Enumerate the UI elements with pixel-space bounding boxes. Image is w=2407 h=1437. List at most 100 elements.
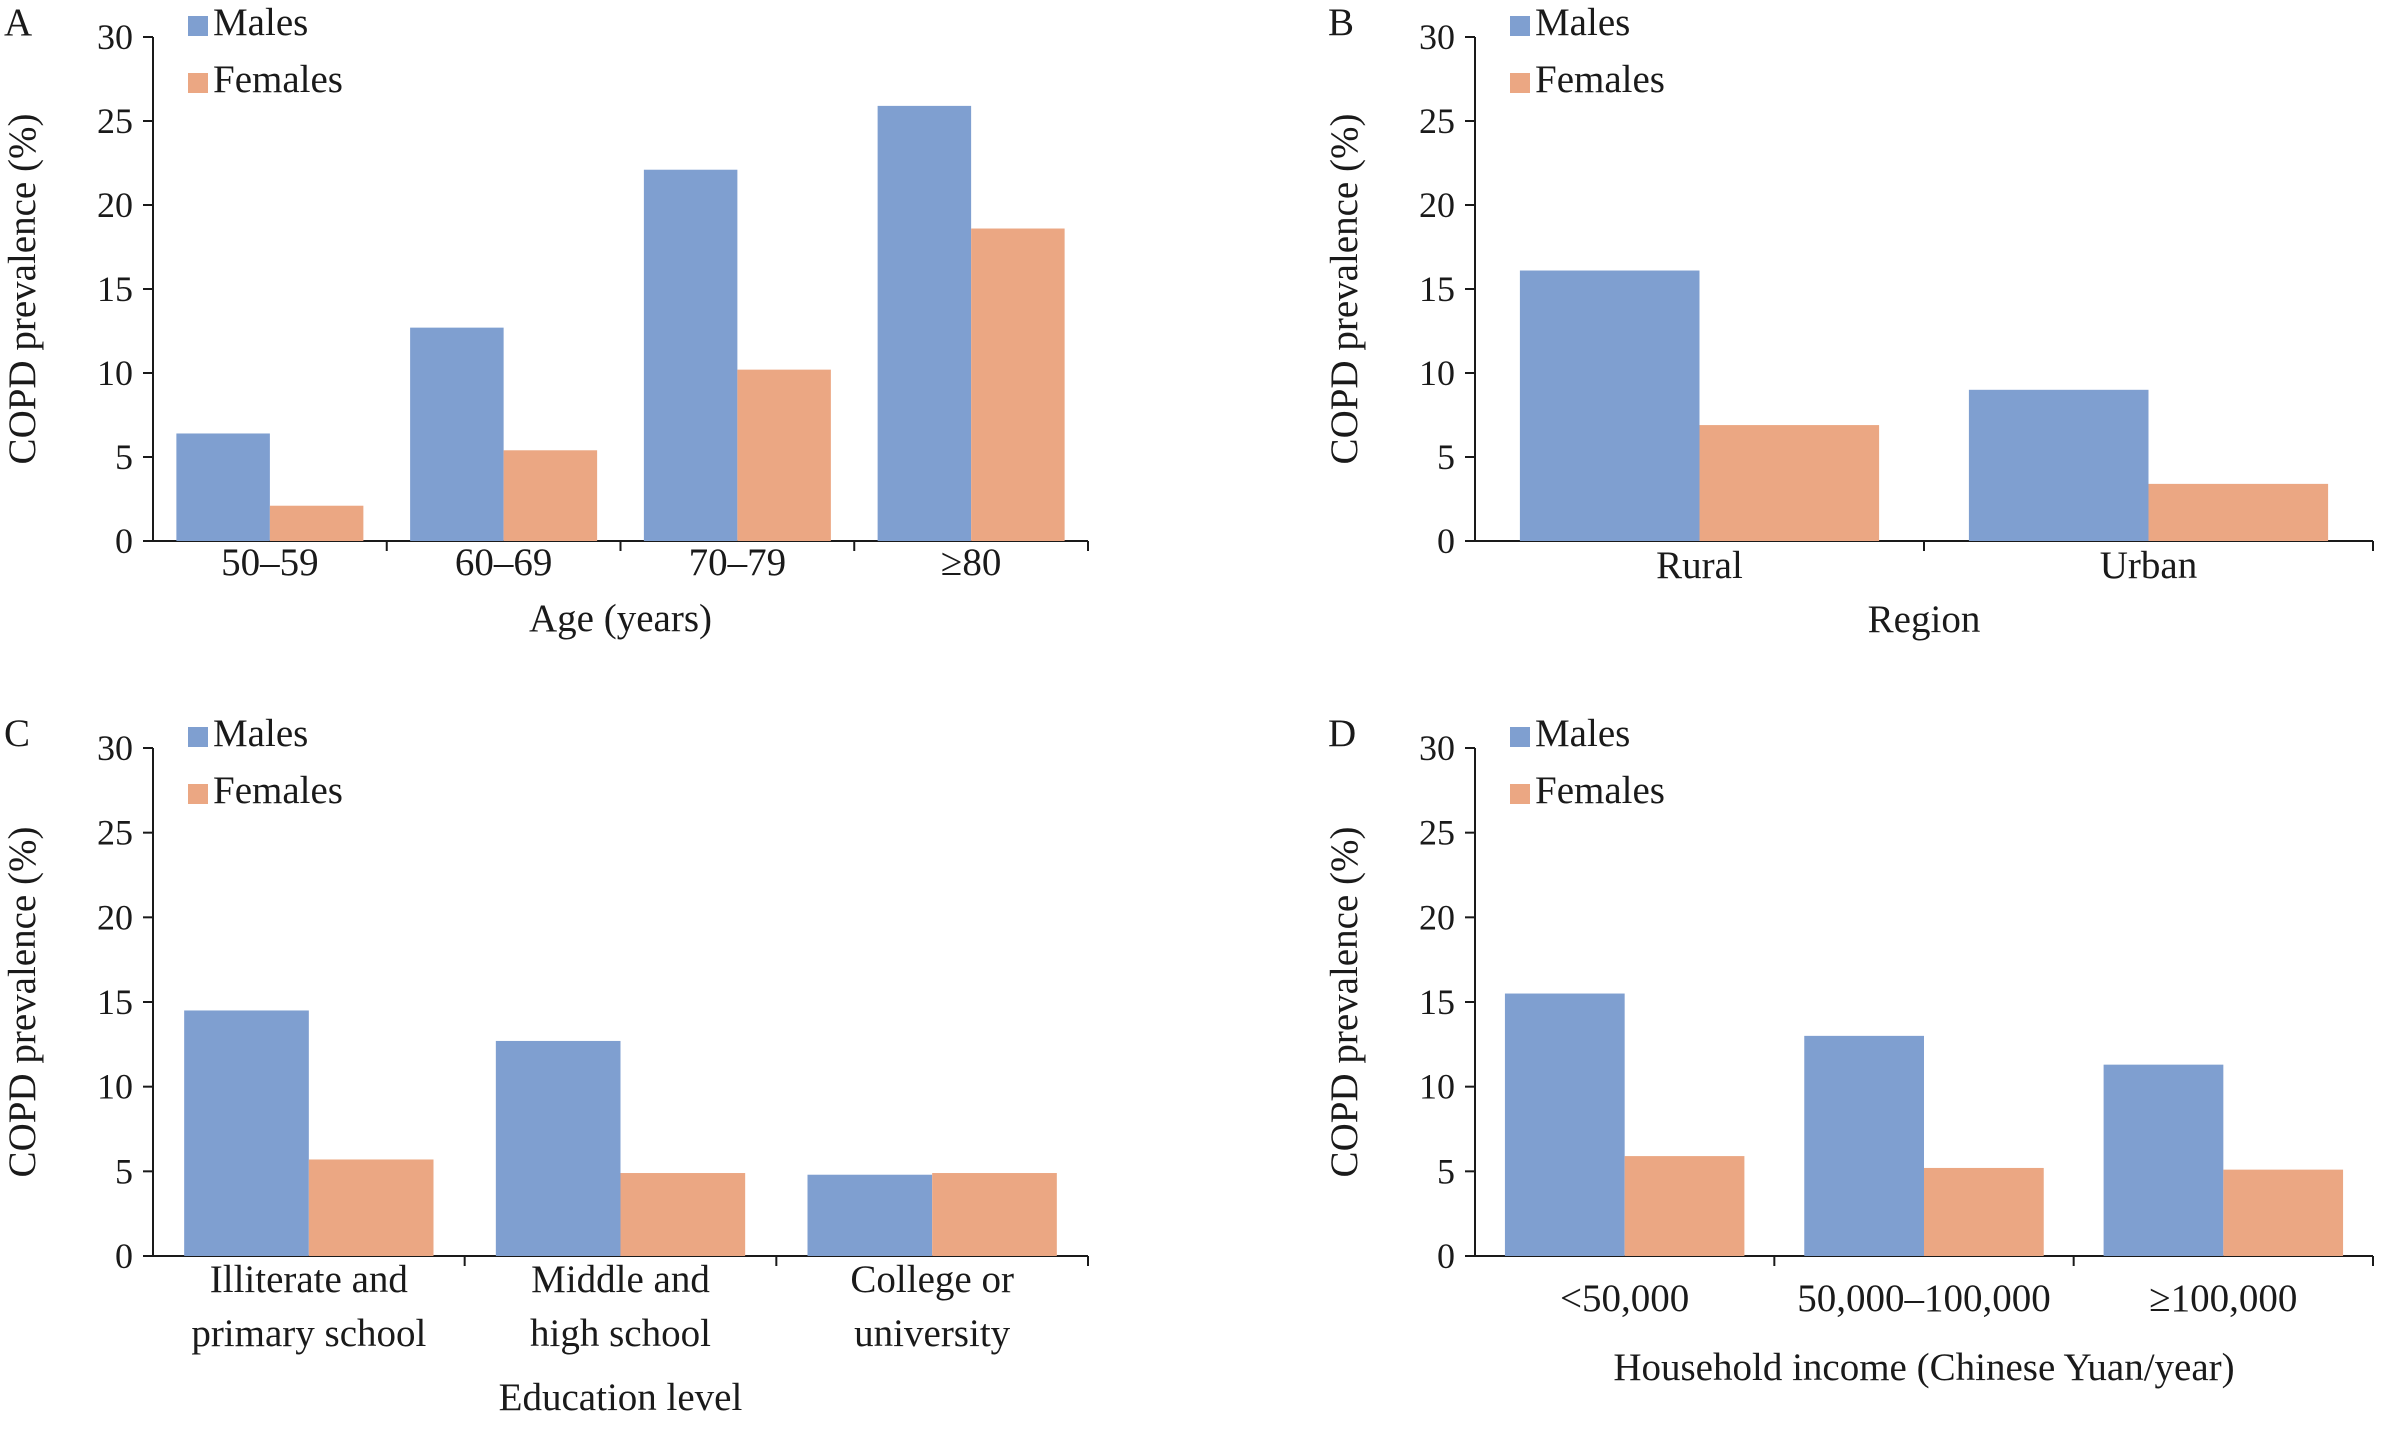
y-tick-label: 0: [115, 1236, 133, 1276]
panel-letter: C: [4, 718, 30, 755]
bar-males: [1504, 993, 1625, 1256]
bar-females: [1924, 1167, 2044, 1256]
y-tick-label: 0: [1437, 1236, 1455, 1276]
legend-label-males: Males: [1535, 718, 1630, 755]
bar-females: [269, 505, 364, 541]
bar-females: [2148, 483, 2329, 541]
y-tick-label: 20: [97, 185, 133, 225]
y-tick-label: 10: [1419, 1067, 1455, 1107]
x-tick-label: Middle and: [531, 1258, 710, 1301]
x-tick-label: 50,000–100,000: [1797, 1277, 2051, 1320]
legend-swatch-females: [1510, 784, 1530, 804]
x-axis-label: Region: [1868, 598, 1981, 641]
y-tick-label: 0: [1437, 521, 1455, 561]
legend-label-females: Females: [213, 769, 343, 812]
y-axis-label: COPD prevalence (%): [1323, 827, 1366, 1178]
y-tick-label: 0: [115, 521, 133, 561]
bar-males: [176, 433, 270, 541]
bar-females: [971, 228, 1065, 541]
legend-swatch-females: [188, 73, 208, 93]
chart-panel-d: D 0 5 10 15 20 25 30 COPD prevalence (%) <50,000 5…: [1203, 718, 2406, 1436]
x-tick-label: university: [854, 1312, 1010, 1355]
bar-females: [737, 369, 831, 541]
panel-letter: A: [4, 1, 32, 44]
x-tick-label: Rural: [1656, 544, 1743, 587]
bar-males: [1968, 389, 2149, 541]
bar-females: [1624, 1156, 1745, 1256]
chart-a-svg: A 0 5 10 15 20 25 30 COPD prevalence (%) 50–59 60–…: [1, 1, 1089, 640]
y-tick-label: 15: [97, 269, 133, 309]
y-tick-label: 10: [97, 1067, 133, 1107]
bar-males: [1804, 1035, 1924, 1256]
chart-d-svg: D 0 5 10 15 20 25 30 COPD prevalence (%) <50,000 5…: [1323, 718, 2374, 1389]
y-tick-label: 25: [97, 813, 133, 853]
y-tick-label: 30: [1419, 728, 1455, 768]
panel-letter: B: [1328, 1, 1354, 44]
y-tick-label: 10: [1419, 353, 1455, 393]
x-tick-label: ≥80: [941, 541, 1001, 584]
y-tick-label: 25: [1419, 101, 1455, 141]
y-axis-label: COPD prevalence (%): [1323, 114, 1366, 465]
x-axis-label: Education level: [499, 1376, 743, 1419]
bar-males: [877, 105, 972, 541]
bar-females: [932, 1173, 1057, 1256]
y-tick-label: 20: [97, 897, 133, 937]
bar-males: [2103, 1064, 2224, 1256]
legend-swatch-males: [188, 727, 208, 747]
chart-c-svg: C 0 5 10 15 20 25 30 COPD prevalence (%) Illitera…: [1, 718, 1089, 1419]
y-axis-label: COPD prevalence (%): [1, 827, 44, 1178]
x-tick-label: Illiterate and: [210, 1258, 409, 1301]
legend-label-males: Males: [213, 1, 308, 44]
legend-swatch-males: [188, 16, 208, 36]
x-tick-label: 70–79: [689, 541, 787, 584]
bar-females: [308, 1159, 434, 1256]
chart-panel-a: A 0 5 10 15 20 25 30 COPD prevalence (%) 50–59 60–…: [0, 0, 1203, 718]
y-tick-label: 30: [1419, 17, 1455, 57]
y-tick-label: 30: [97, 728, 133, 768]
y-tick-label: 15: [97, 982, 133, 1022]
legend-label-females: Females: [1535, 58, 1665, 101]
legend-label-females: Females: [213, 58, 343, 101]
legend-swatch-females: [1510, 73, 1530, 93]
panel-letter: D: [1328, 718, 1356, 755]
x-axis-label: Household income (Chinese Yuan/year): [1613, 1346, 2234, 1389]
legend-label-males: Males: [1535, 1, 1630, 44]
y-tick-label: 15: [1419, 269, 1455, 309]
bar-males: [184, 1010, 309, 1256]
legend-swatch-males: [1510, 727, 1530, 747]
chart-panel-c: C 0 5 10 15 20 25 30 COPD prevalence (%) Illitera…: [0, 718, 1203, 1436]
y-tick-label: 20: [1419, 897, 1455, 937]
x-tick-label: College or: [850, 1258, 1014, 1301]
y-tick-label: 5: [115, 1151, 133, 1191]
bar-females: [503, 450, 598, 541]
legend-swatch-females: [188, 784, 208, 804]
bar-females: [620, 1173, 746, 1256]
x-axis-label: Age (years): [529, 597, 712, 640]
bar-males: [1519, 270, 1700, 541]
bar-males: [495, 1040, 621, 1256]
legend-swatch-males: [1510, 16, 1530, 36]
bar-males: [643, 169, 738, 541]
y-tick-label: 10: [97, 353, 133, 393]
y-tick-label: 30: [97, 17, 133, 57]
x-tick-label: Urban: [2100, 544, 2197, 587]
legend-label-females: Females: [1535, 769, 1665, 812]
y-tick-label: 5: [1437, 437, 1455, 477]
y-axis-label: COPD prevalence (%): [1, 114, 44, 465]
y-tick-label: 25: [1419, 813, 1455, 853]
y-tick-label: 5: [1437, 1151, 1455, 1191]
chart-panel-b: B 0 5 10 15 20 25 30 COPD prevalence (%) Rural Urb…: [1203, 0, 2406, 718]
bar-males: [410, 327, 504, 541]
chart-b-svg: B 0 5 10 15 20 25 30 COPD prevalence (%) Rural Urb…: [1323, 1, 2374, 641]
bar-males: [807, 1174, 933, 1256]
y-tick-label: 15: [1419, 982, 1455, 1022]
legend-label-males: Males: [213, 718, 308, 755]
x-tick-label: ≥100,000: [2149, 1277, 2297, 1320]
x-tick-label: high school: [530, 1312, 711, 1355]
x-tick-label: <50,000: [1560, 1277, 1689, 1320]
y-tick-label: 20: [1419, 185, 1455, 225]
bar-females: [1699, 425, 1880, 541]
y-tick-label: 5: [115, 437, 133, 477]
x-tick-label: 60–69: [455, 541, 553, 584]
y-tick-label: 25: [97, 101, 133, 141]
